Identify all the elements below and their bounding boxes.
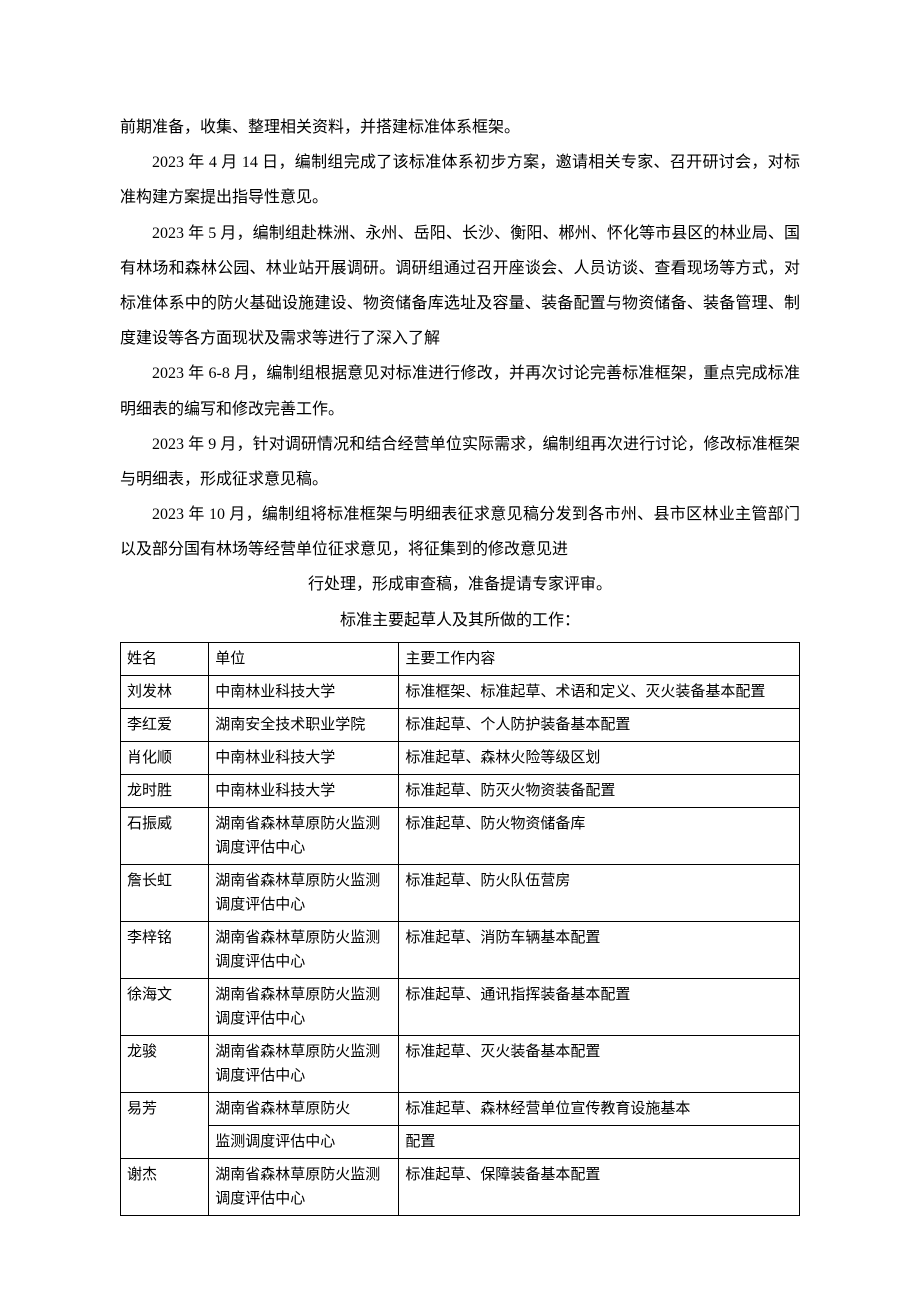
cell-work: 配置	[399, 1125, 800, 1158]
table-row: 李红爱湖南安全技术职业学院标准起草、个人防护装备基本配置	[121, 708, 800, 741]
table-row: 谢杰湖南省森林草原防火监测调度评估中心标准起草、保障装备基本配置	[121, 1158, 800, 1215]
cell-unit: 监测调度评估中心	[209, 1125, 399, 1158]
cell-work: 标准起草、防火队伍营房	[399, 864, 800, 921]
table-row: 肖化顺中南林业科技大学标准起草、森林火险等级区划	[121, 741, 800, 774]
drafters-table: 姓名单位主要工作内容刘发林中南林业科技大学标准框架、标准起草、术语和定义、灭火装…	[120, 642, 800, 1216]
cell-work: 标准起草、防灭火物资装备配置	[399, 774, 800, 807]
cell-unit: 湖南省森林草原防火监测调度评估中心	[209, 921, 399, 978]
table-row: 龙时胜中南林业科技大学标准起草、防灭火物资装备配置	[121, 774, 800, 807]
cell-unit: 中南林业科技大学	[209, 741, 399, 774]
table-row: 石振威湖南省森林草原防火监测调度评估中心标准起草、防火物资储备库	[121, 807, 800, 864]
cell-name: 谢杰	[121, 1158, 209, 1215]
cell-name: 李梓铭	[121, 921, 209, 978]
cell-unit: 中南林业科技大学	[209, 774, 399, 807]
cell-unit: 湖南省森林草原防火监测调度评估中心	[209, 864, 399, 921]
paragraph-review: 行处理，形成审查稿，准备提请专家评审。	[120, 567, 800, 602]
paragraph-sep: 2023 年 9 月，针对调研情况和结合经营单位实际需求，编制组再次进行讨论，修…	[120, 427, 800, 497]
cell-name: 徐海文	[121, 978, 209, 1035]
paragraph-april: 2023 年 4 月 14 日，编制组完成了该标准体系初步方案，邀请相关专家、召…	[120, 145, 800, 215]
cell-unit: 湖南省森林草原防火监测调度评估中心	[209, 807, 399, 864]
cell-unit: 中南林业科技大学	[209, 675, 399, 708]
cell-work: 标准起草、保障装备基本配置	[399, 1158, 800, 1215]
header-name: 姓名	[121, 642, 209, 675]
cell-name: 石振威	[121, 807, 209, 864]
cell-name: 易芳	[121, 1092, 209, 1158]
paragraph-drafters-intro: 标准主要起草人及其所做的工作：	[120, 603, 800, 638]
paragraph-jun-aug: 2023 年 6-8 月，编制组根据意见对标准进行修改，并再次讨论完善标准框架，…	[120, 356, 800, 426]
cell-unit: 湖南省森林草原防火监测调度评估中心	[209, 978, 399, 1035]
cell-name: 龙骏	[121, 1035, 209, 1092]
cell-unit: 湖南省森林草原防火监测调度评估中心	[209, 1035, 399, 1092]
table-row: 李梓铭湖南省森林草原防火监测调度评估中心标准起草、消防车辆基本配置	[121, 921, 800, 978]
table-row: 詹长虹湖南省森林草原防火监测调度评估中心标准起草、防火队伍营房	[121, 864, 800, 921]
paragraph-oct: 2023 年 10 月，编制组将标准框架与明细表征求意见稿分发到各市州、县市区林…	[120, 497, 800, 567]
cell-work: 标准起草、个人防护装备基本配置	[399, 708, 800, 741]
table-row: 徐海文湖南省森林草原防火监测调度评估中心标准起草、通讯指挥装备基本配置	[121, 978, 800, 1035]
cell-work: 标准起草、消防车辆基本配置	[399, 921, 800, 978]
header-work: 主要工作内容	[399, 642, 800, 675]
cell-work: 标准起草、防火物资储备库	[399, 807, 800, 864]
table-row: 监测调度评估中心配置	[121, 1125, 800, 1158]
cell-unit: 湖南省森林草原防火监测调度评估中心	[209, 1158, 399, 1215]
cell-unit: 湖南省森林草原防火	[209, 1092, 399, 1125]
cell-name: 李红爱	[121, 708, 209, 741]
cell-name: 刘发林	[121, 675, 209, 708]
paragraph-may: 2023 年 5 月，编制组赴株洲、永州、岳阳、长沙、衡阳、郴州、怀化等市县区的…	[120, 216, 800, 357]
table-row: 易芳湖南省森林草原防火标准起草、森林经营单位宣传教育设施基本	[121, 1092, 800, 1125]
cell-name: 肖化顺	[121, 741, 209, 774]
cell-unit: 湖南安全技术职业学院	[209, 708, 399, 741]
paragraph-prep: 前期准备，收集、整理相关资料，并搭建标准体系框架。	[120, 110, 800, 145]
cell-name: 詹长虹	[121, 864, 209, 921]
cell-work: 标准起草、通讯指挥装备基本配置	[399, 978, 800, 1035]
cell-work: 标准起草、森林火险等级区划	[399, 741, 800, 774]
cell-work: 标准起草、森林经营单位宣传教育设施基本	[399, 1092, 800, 1125]
table-header-row: 姓名单位主要工作内容	[121, 642, 800, 675]
table-row: 刘发林中南林业科技大学标准框架、标准起草、术语和定义、灭火装备基本配置	[121, 675, 800, 708]
header-unit: 单位	[209, 642, 399, 675]
table-row: 龙骏湖南省森林草原防火监测调度评估中心标准起草、灭火装备基本配置	[121, 1035, 800, 1092]
cell-name: 龙时胜	[121, 774, 209, 807]
cell-work: 标准框架、标准起草、术语和定义、灭火装备基本配置	[399, 675, 800, 708]
cell-work: 标准起草、灭火装备基本配置	[399, 1035, 800, 1092]
